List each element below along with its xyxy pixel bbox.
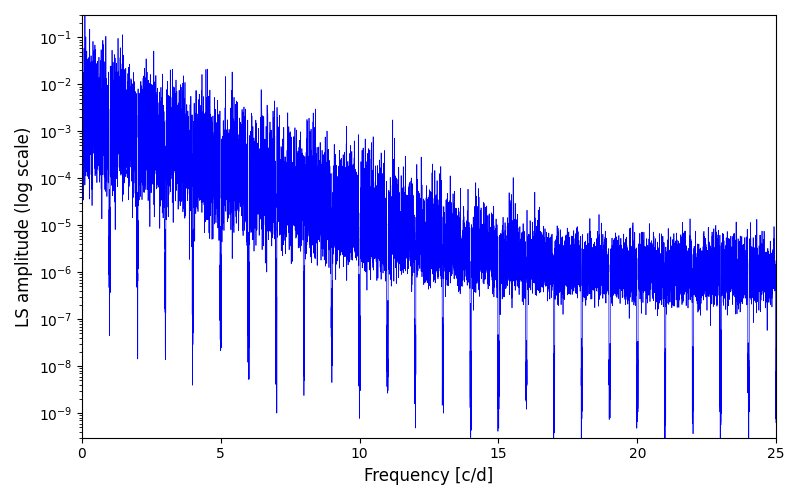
- Y-axis label: LS amplitude (log scale): LS amplitude (log scale): [15, 126, 33, 326]
- X-axis label: Frequency [c/d]: Frequency [c/d]: [364, 467, 494, 485]
